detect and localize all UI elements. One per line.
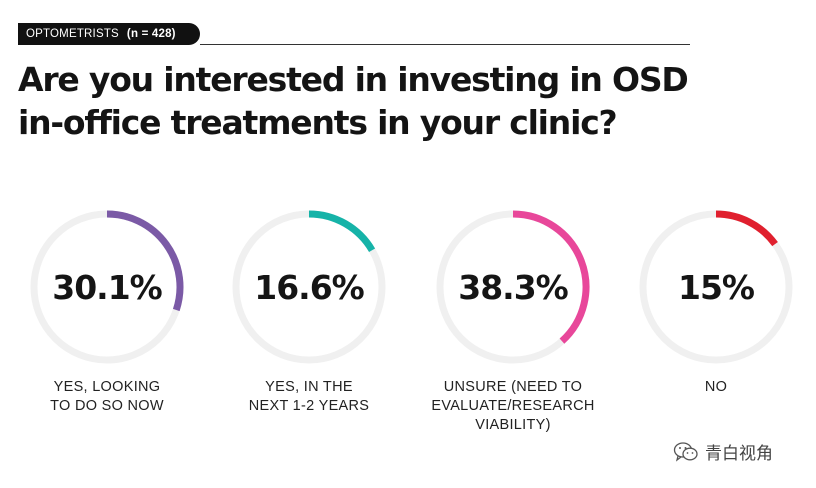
sample-tag: OPTOMETRISTS (n = 428) bbox=[18, 23, 200, 45]
wechat-icon bbox=[673, 441, 698, 462]
chart-title: Are you interested in investing in OSD i… bbox=[18, 58, 798, 144]
watermark-text: 青白视角 bbox=[705, 444, 773, 463]
sample-tag-label: OPTOMETRISTS bbox=[26, 28, 119, 40]
ring-category-unsure: UNSURE (NEED TO EVALUATE/RESEARCH VIABIL… bbox=[431, 379, 595, 433]
ring-value-yes-now: 30.1% bbox=[52, 268, 162, 307]
ring-value-no: 15% bbox=[678, 268, 755, 307]
watermark: 青白视角 bbox=[673, 439, 773, 464]
ring-category-no: NO bbox=[704, 379, 728, 395]
ring-arc-yes-now bbox=[106, 210, 184, 312]
sample-size: (n = 428) bbox=[126, 28, 176, 40]
chart-title-line-1: Are you interested in investing in OSD bbox=[18, 60, 689, 99]
ring-arc-yes-1-2-years bbox=[308, 210, 376, 253]
ring-category-yes-now: YES, LOOKING TO DO SO NOW bbox=[50, 379, 164, 414]
ring-arc-unsure bbox=[512, 210, 590, 344]
ring-value-yes-1-2-years: 16.6% bbox=[254, 268, 364, 307]
ring-value-unsure: 38.3% bbox=[458, 268, 568, 307]
ring-arc-no bbox=[715, 210, 778, 247]
ring-category-yes-1-2-years: YES, IN THE NEXT 1-2 YEARS bbox=[248, 379, 370, 414]
chart-title-line-2: in-office treatments in your clinic? bbox=[18, 103, 618, 142]
header-rule bbox=[200, 44, 690, 45]
